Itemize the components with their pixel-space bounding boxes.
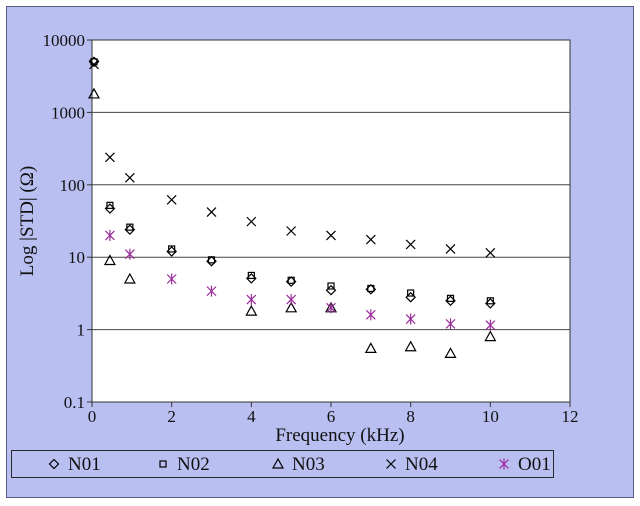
- data-point-n04: [485, 247, 496, 258]
- data-point-n03: [364, 342, 377, 353]
- data-point-n03: [87, 87, 101, 99]
- y-tick-label: 1000: [51, 103, 85, 122]
- data-point-n02: [327, 282, 335, 290]
- x-axis-label: Frequency (kHz): [275, 425, 404, 446]
- data-point-n02: [486, 297, 494, 305]
- y-tick-label: 0.1: [64, 393, 85, 412]
- data-point-o01: [206, 285, 217, 297]
- data-point-n02: [287, 276, 295, 284]
- data-point-n03: [484, 330, 497, 342]
- data-point-n03: [444, 347, 457, 358]
- data-point-n02: [126, 223, 134, 231]
- data-point-o01: [124, 248, 135, 260]
- data-point-n04: [124, 172, 135, 183]
- data-point-o01: [166, 273, 177, 285]
- data-point-n03: [123, 272, 136, 284]
- data-point-n04: [326, 230, 336, 241]
- x-axis-ticks: 0 2 4 6 8 10 12: [88, 402, 579, 426]
- data-point-o01: [405, 313, 416, 325]
- data-point-n03: [245, 304, 258, 316]
- x-tick-label: 10: [482, 407, 499, 426]
- data-point-n03: [404, 340, 417, 352]
- data-point-n04: [405, 239, 416, 250]
- legend-label-n02: N02: [177, 454, 210, 475]
- y-tick-label: 1: [77, 321, 86, 340]
- legend-label-n01: N01: [68, 454, 101, 475]
- data-point-n04: [365, 234, 376, 245]
- legend: N01 N02 N03 N04 O01: [48, 454, 551, 475]
- y-axis-ticks: 0.1 1 10 100 1000 10000: [43, 31, 92, 412]
- data-point-n04: [445, 244, 456, 254]
- data-point-o01: [105, 229, 115, 241]
- legend-label-n03: N03: [292, 454, 325, 475]
- x-tick-label: 12: [562, 407, 579, 426]
- data-point-n02: [367, 284, 375, 293]
- x-tick-label: 6: [327, 407, 336, 426]
- data-point-o01: [365, 309, 376, 321]
- y-tick-label: 10000: [43, 31, 86, 50]
- legend-marker-n02: [159, 460, 167, 468]
- legend-marker-n01: [48, 458, 60, 470]
- data-point-n02: [106, 201, 114, 209]
- data-point-n02: [168, 245, 176, 253]
- data-point-n04: [89, 59, 99, 70]
- data-point-n04: [246, 216, 257, 227]
- data-point-n02: [407, 289, 415, 297]
- x-tick-label: 2: [167, 407, 176, 426]
- legend-label-n04: N04: [405, 454, 438, 475]
- data-point-o01: [485, 319, 496, 331]
- data-points: [87, 56, 497, 358]
- legend-marker-n03: [271, 457, 285, 469]
- plot-area: [91, 39, 571, 403]
- data-point-o01: [445, 318, 456, 330]
- x-tick-label: 8: [406, 407, 415, 426]
- data-point-n03: [285, 301, 298, 313]
- legend-marker-n04: [386, 459, 396, 469]
- data-point-o01: [286, 294, 297, 306]
- legend-box: [11, 450, 554, 478]
- data-point-n02: [247, 271, 255, 280]
- x-tick-label: 0: [88, 407, 97, 426]
- data-point-o01: [326, 302, 336, 314]
- data-point-n02: [446, 294, 455, 302]
- data-point-n04: [166, 194, 177, 205]
- data-point-o01: [246, 294, 257, 306]
- y-axis-label: Log |STD| (Ω): [17, 166, 38, 276]
- data-point-n04: [105, 152, 115, 163]
- data-point-n04: [286, 226, 297, 236]
- data-point-n04: [206, 207, 217, 218]
- gridlines: [92, 111, 570, 331]
- y-tick-label: 10: [68, 248, 85, 267]
- data-point-n02: [207, 256, 216, 264]
- legend-marker-o01: [499, 458, 509, 470]
- data-point-n03: [103, 254, 116, 266]
- y-tick-label: 100: [60, 176, 86, 195]
- x-tick-label: 4: [247, 407, 256, 426]
- legend-label-o01: O01: [518, 454, 551, 475]
